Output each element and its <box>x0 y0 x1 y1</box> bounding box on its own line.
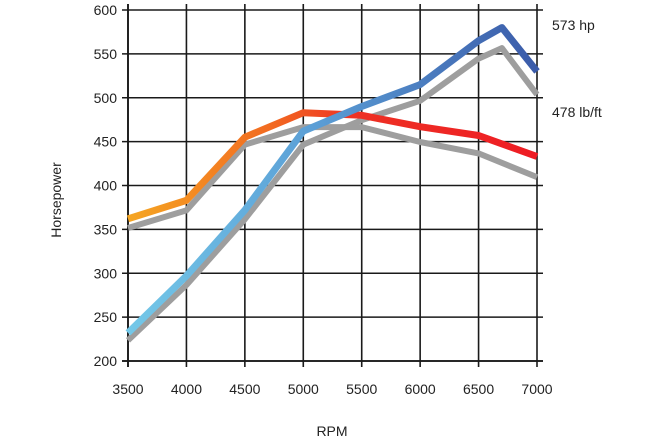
y-tick-label: 300 <box>94 265 118 281</box>
torque-annotation: 478 lb/ft <box>552 104 602 120</box>
y-tick-label: 550 <box>94 46 118 62</box>
series-group <box>125 24 540 343</box>
x-tick-label: 7000 <box>521 381 552 397</box>
plot-frame <box>122 4 543 367</box>
y-tick-label: 450 <box>94 134 118 150</box>
x-tick-label: 6500 <box>463 381 494 397</box>
x-tick-label: 5500 <box>346 381 377 397</box>
y-tick-label: 200 <box>94 353 118 369</box>
series-line-horsepower <box>125 24 540 336</box>
tick-labels: 3500 4000 4500 5000 5500 6000 6500 7000 200 250 30… <box>94 2 553 397</box>
y-tick-label: 600 <box>94 2 118 18</box>
x-tick-label: 4500 <box>229 381 260 397</box>
x-tick-label: 4000 <box>171 381 202 397</box>
series-line-torque-baseline <box>127 124 539 231</box>
y-axis-label: Horsepower <box>48 162 64 238</box>
hp-annotation: 573 hp <box>552 17 595 33</box>
x-tick-label: 5000 <box>288 381 319 397</box>
y-tick-label: 350 <box>94 221 118 237</box>
x-tick-label: 3500 <box>112 381 143 397</box>
y-tick-label: 250 <box>94 309 118 325</box>
y-tick-label: 500 <box>94 90 118 106</box>
x-tick-label: 6000 <box>405 381 436 397</box>
series-line-torque <box>126 109 539 223</box>
x-axis-label: RPM <box>316 423 347 438</box>
y-tick-label: 400 <box>94 178 118 194</box>
series-line-horsepower-baseline <box>125 45 540 343</box>
